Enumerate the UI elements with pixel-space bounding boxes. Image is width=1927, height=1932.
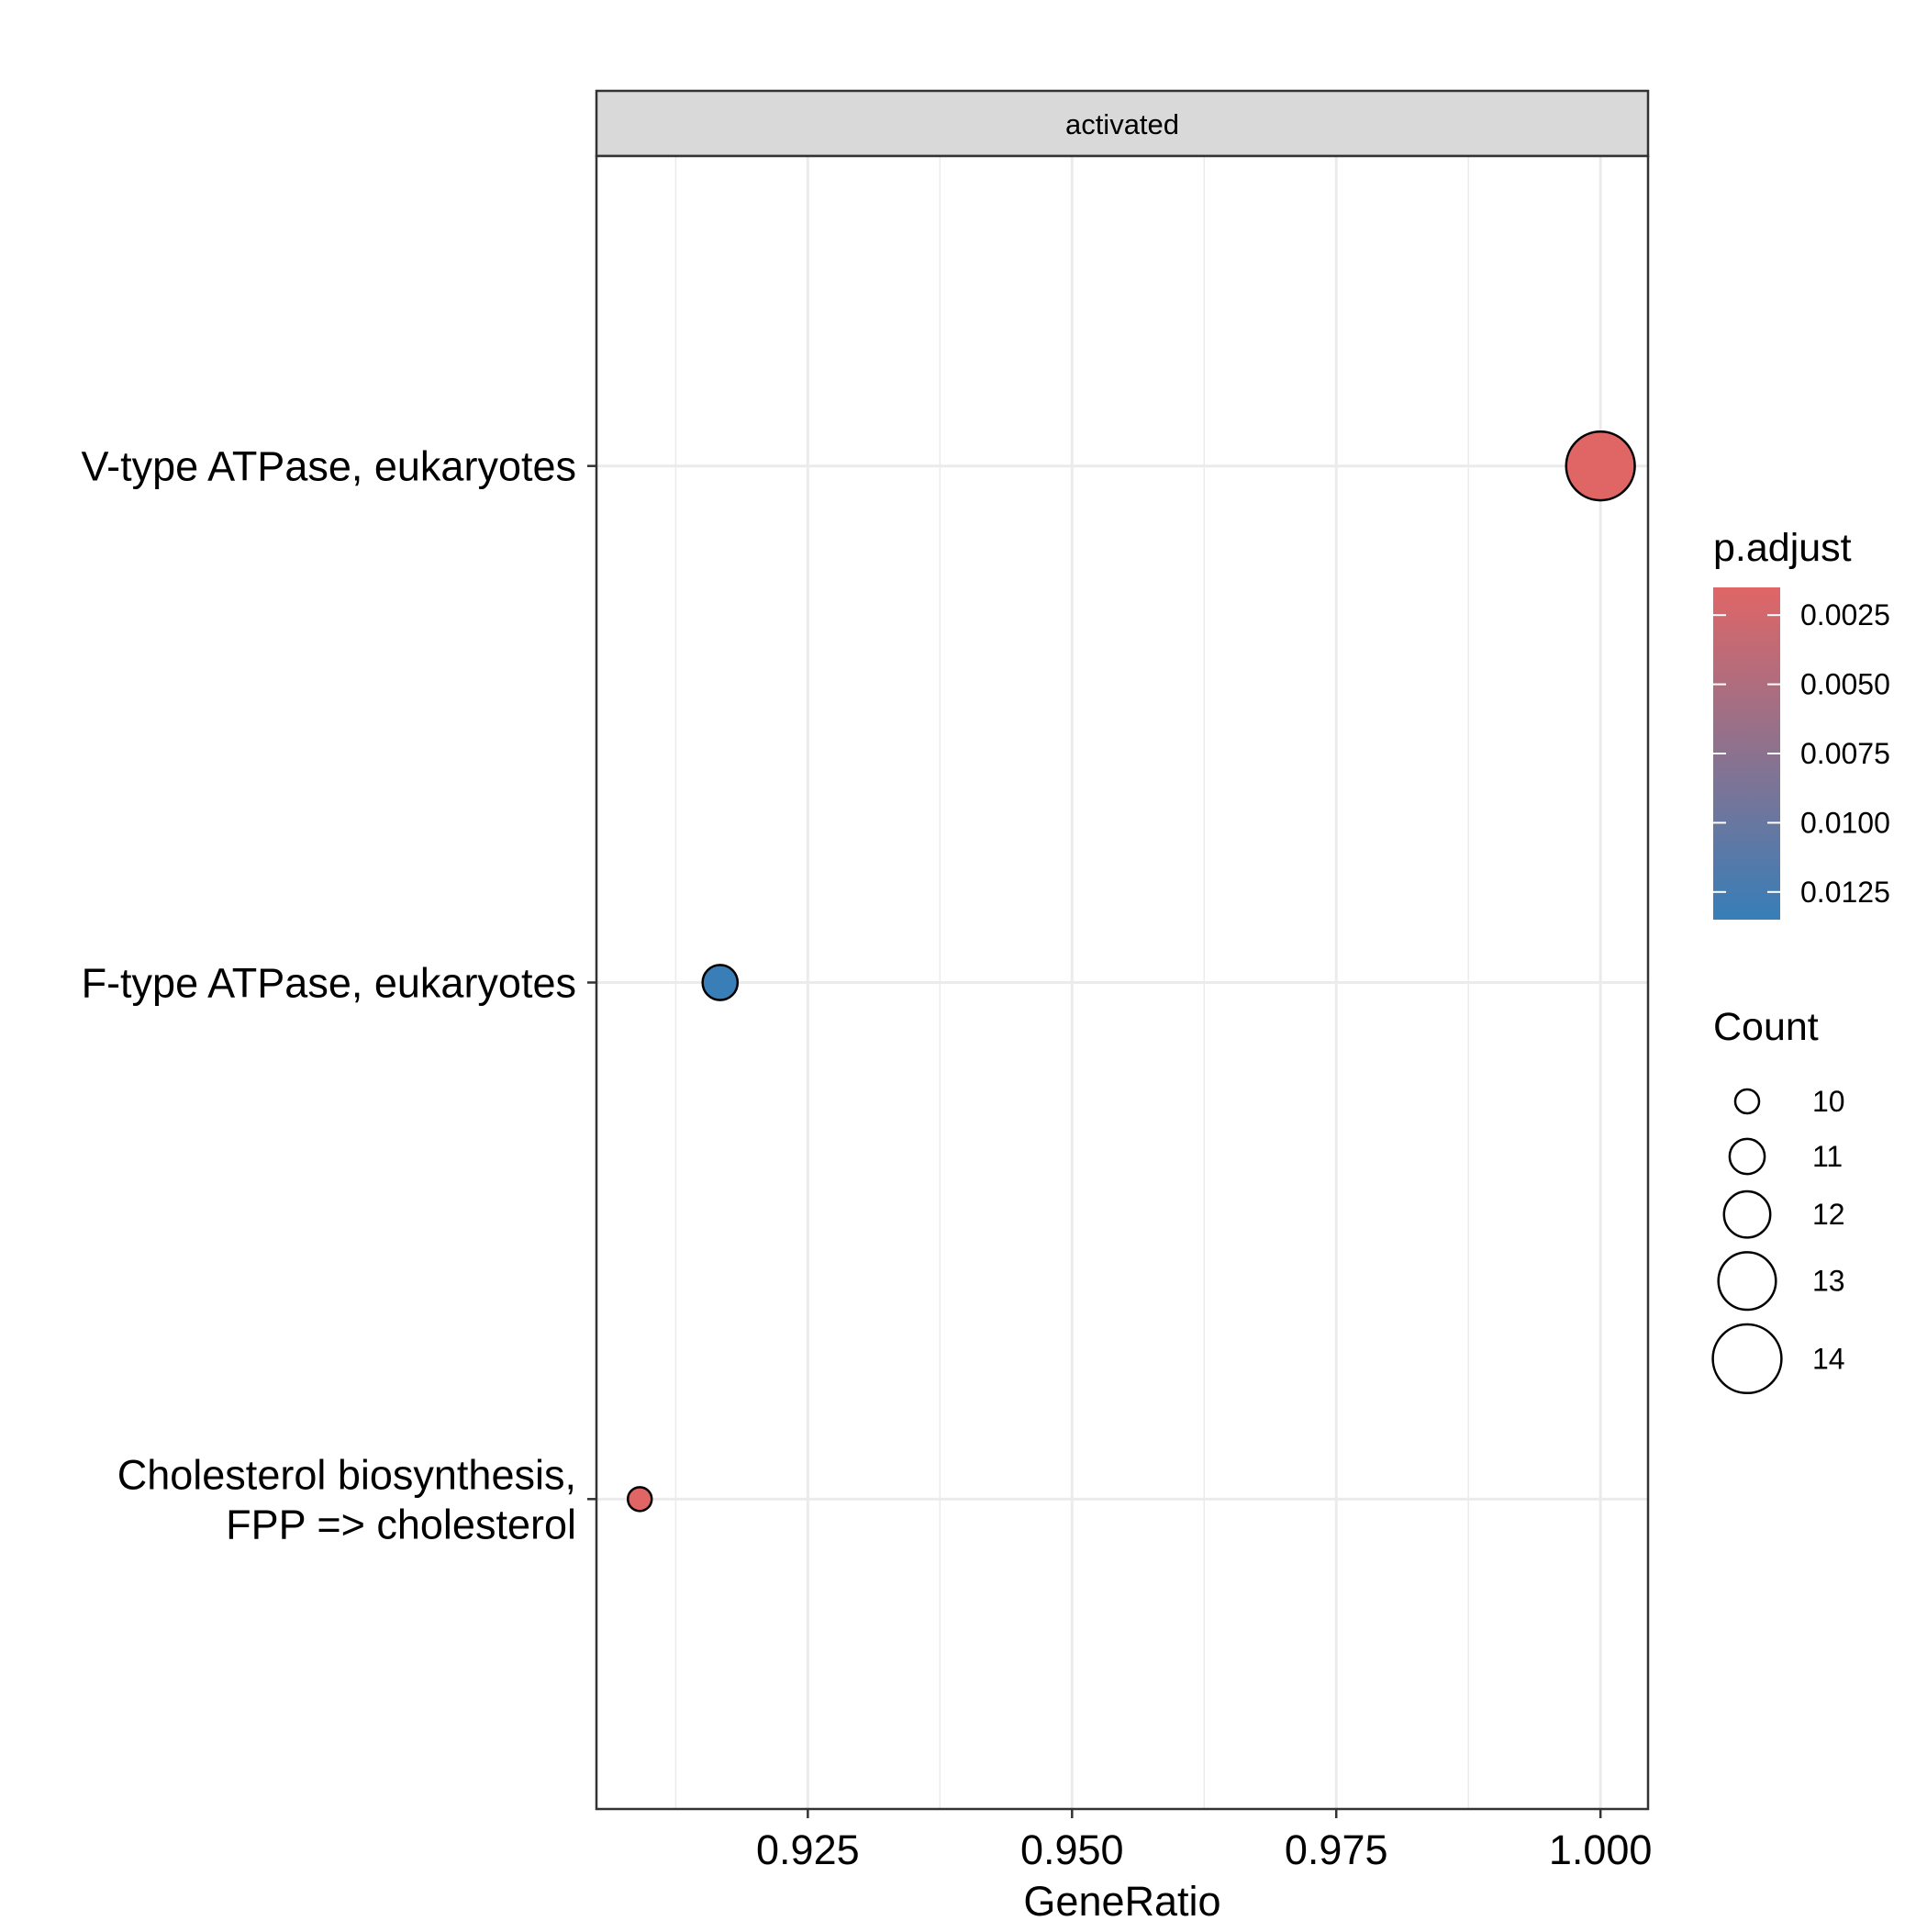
grid-lines xyxy=(596,156,1648,1809)
count-legend-label: 14 xyxy=(1812,1342,1845,1375)
x-tick-label: 1.000 xyxy=(1549,1826,1653,1873)
x-tick-label: 0.950 xyxy=(1020,1826,1124,1873)
y-tick-label: FPP => cholesterol xyxy=(226,1501,576,1547)
data-point xyxy=(1565,430,1636,502)
x-tick-label: 0.925 xyxy=(756,1826,860,1873)
x-tick-label: 0.975 xyxy=(1285,1826,1388,1873)
plot-panel xyxy=(595,154,1650,1811)
p-adjust-legend-title: p.adjust xyxy=(1713,526,1852,570)
count-legend-circle xyxy=(1722,1189,1772,1239)
y-axis: V-type ATPase, eukaryotes F-type ATPase, … xyxy=(82,443,596,1547)
count-legend-label: 10 xyxy=(1812,1085,1845,1118)
colorbar-tick-label: 0.0075 xyxy=(1800,737,1890,770)
count-legend-circle xyxy=(1711,1323,1783,1395)
data-point xyxy=(701,964,740,1001)
colorbar-tick-label: 0.0025 xyxy=(1800,598,1890,631)
count-legend-keys: 10 11 12 13 14 xyxy=(1711,1085,1845,1395)
x-axis-title: GeneRatio xyxy=(1023,1878,1220,1925)
data-point xyxy=(626,1486,653,1513)
p-adjust-legend: p.adjust 0.0025 0.0050 0.0075 0.0100 0.0125 xyxy=(1713,526,1890,920)
count-legend-circle xyxy=(1728,1137,1766,1176)
x-axis: 0.925 0.950 0.975 1.000 xyxy=(756,1809,1652,1873)
colorbar-tick-label: 0.0125 xyxy=(1800,876,1890,909)
colorbar-tick-label: 0.0050 xyxy=(1800,668,1890,701)
count-legend-circle xyxy=(1717,1251,1777,1312)
count-legend-title: Count xyxy=(1713,1005,1819,1049)
count-legend-label: 11 xyxy=(1812,1140,1843,1173)
count-legend-circle xyxy=(1733,1088,1761,1115)
facet-strip: activated xyxy=(595,89,1650,158)
facet-label: activated xyxy=(1065,108,1179,140)
y-tick-label: F-type ATPase, eukaryotes xyxy=(82,960,576,1007)
colorbar-ticks: 0.0025 0.0050 0.0075 0.0100 0.0125 xyxy=(1713,598,1890,909)
count-legend: Count 10 11 12 13 14 xyxy=(1711,1005,1845,1395)
colorbar-tick-label: 0.0100 xyxy=(1800,806,1890,839)
count-legend-label: 12 xyxy=(1812,1198,1845,1231)
data-points xyxy=(626,430,1636,1513)
y-tick-label: V-type ATPase, eukaryotes xyxy=(82,443,576,490)
y-tick-label: Cholesterol biosynthesis, xyxy=(117,1451,576,1498)
count-legend-label: 13 xyxy=(1812,1265,1845,1298)
